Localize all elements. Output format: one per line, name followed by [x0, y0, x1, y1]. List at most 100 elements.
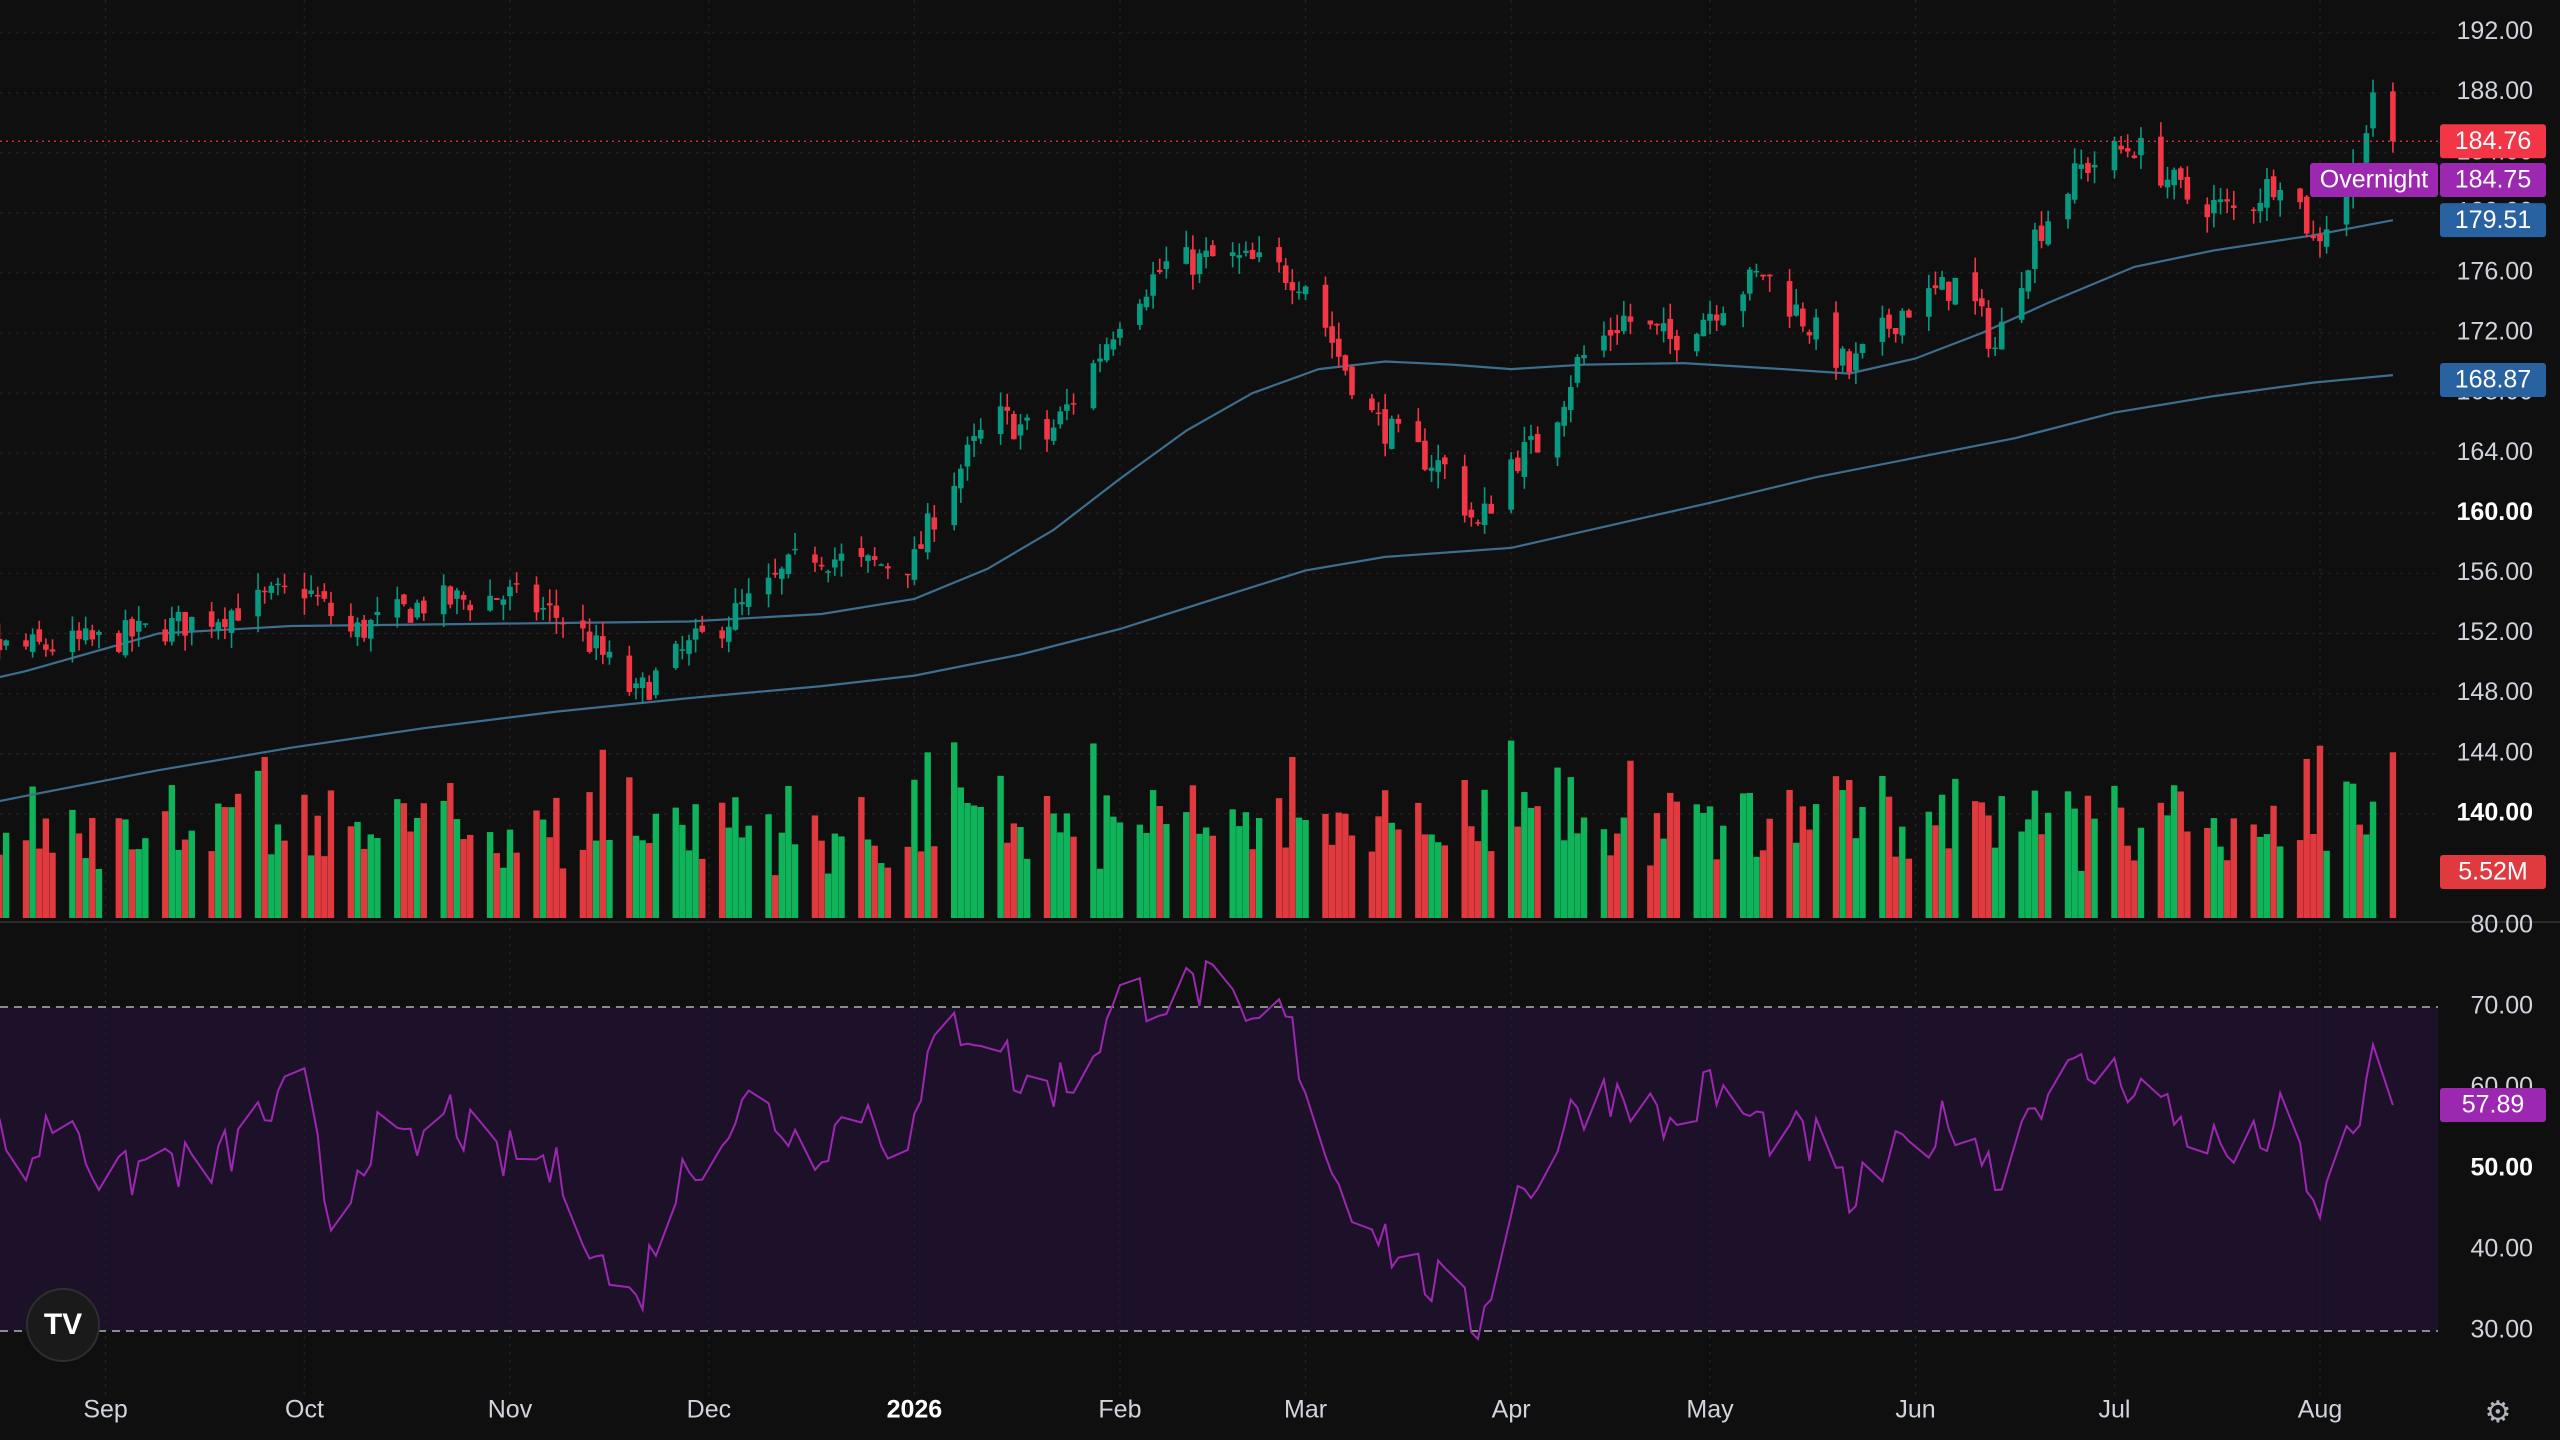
candle [2177, 166, 2184, 189]
candle [96, 630, 102, 649]
candle-body [1329, 326, 1335, 343]
volume-bar [738, 837, 746, 918]
volume-bar [1985, 815, 1992, 918]
candle [858, 536, 865, 567]
candle-body [672, 643, 679, 668]
candle-body [1879, 317, 1886, 342]
volume-bar [785, 785, 792, 918]
candle [1554, 421, 1561, 466]
candle-body [918, 544, 924, 549]
time-axis-label: Jun [1895, 1396, 1935, 1424]
candle [1786, 269, 1793, 328]
candle [1282, 258, 1289, 291]
candle-body [500, 599, 507, 605]
candle [745, 578, 752, 616]
volume-bar [1149, 790, 1157, 918]
candle-body [255, 589, 261, 617]
volume-bar [917, 851, 925, 918]
candle-body [2085, 162, 2091, 174]
price-tag: 168.87 [2440, 363, 2546, 398]
overnight-label-tag-bg [2310, 163, 2438, 197]
candle-body [911, 549, 918, 580]
volume-bar [1096, 868, 1104, 918]
volume-bar [970, 805, 978, 918]
volume-bar [115, 818, 123, 918]
candle [1833, 301, 1839, 380]
candle-body [1276, 247, 1282, 263]
candle-body [1514, 457, 1521, 472]
candle [1839, 346, 1846, 372]
volume-bar [2204, 827, 2211, 918]
volume-bar [2064, 791, 2072, 918]
candle [553, 589, 560, 634]
candle-body [29, 634, 36, 652]
candle [1561, 400, 1567, 437]
candle [1057, 406, 1064, 429]
volume-bar [1428, 834, 1435, 918]
volume-bar [360, 848, 368, 918]
volume-bar [261, 756, 268, 918]
candle [2118, 136, 2124, 154]
volume-bar [2137, 827, 2145, 918]
gear-icon[interactable]: ⚙ [2484, 1395, 2512, 1430]
volume-bar [1441, 845, 1449, 918]
candle-body [924, 513, 931, 553]
volume-bar [997, 775, 1004, 918]
time-axis: Sep Oct Nov Dec 2026 Feb Mar Apr May Jun Jul Aug [83, 1396, 2342, 1424]
candle-body [1395, 418, 1402, 424]
tradingview-logo[interactable]: TV [26, 1288, 100, 1362]
candle-body [792, 548, 798, 551]
volume-bar [957, 787, 965, 918]
overnight-label-tag: Overnight [2310, 163, 2438, 197]
candle [275, 577, 281, 596]
volume-bar [327, 790, 335, 918]
volume-bar [29, 786, 36, 918]
candle-body [1833, 312, 1839, 368]
candle-body [639, 677, 646, 689]
candle [1375, 402, 1382, 426]
volume-bar [1885, 796, 1893, 918]
volume-bar [1295, 817, 1303, 918]
price-axis-label: 156.00 [2457, 558, 2533, 586]
candle-body [2257, 202, 2264, 212]
candle-body [1103, 344, 1110, 361]
candle [1322, 276, 1329, 337]
volume-bar [2349, 783, 2357, 918]
volume-bar [440, 800, 447, 918]
candle [0, 623, 3, 660]
candle-body [2230, 205, 2237, 208]
candle-body [533, 584, 540, 613]
volume-bar [1481, 789, 1488, 918]
volume-bar [1474, 841, 1482, 918]
rsi-tag-text: 57.89 [2462, 1091, 2525, 1119]
candle-body [739, 602, 745, 605]
candle-body [653, 670, 659, 696]
volume-bar [1998, 796, 2005, 918]
candle [1044, 410, 1050, 452]
candle [1939, 270, 1945, 291]
candle [407, 607, 414, 623]
volume-bar [652, 813, 660, 918]
volume-bar [2217, 846, 2224, 918]
candle-body [580, 620, 586, 629]
volume-bar [1415, 802, 1422, 918]
candle-body [732, 603, 739, 630]
candle-body [1388, 418, 1395, 449]
volume-bar [1647, 865, 1654, 918]
candle [1442, 454, 1448, 480]
candle [1289, 269, 1296, 305]
candle [129, 616, 135, 652]
volume-bar [1534, 806, 1541, 918]
candle [1700, 313, 1707, 337]
candle-body [1693, 334, 1700, 352]
candle [1183, 230, 1190, 265]
volume-bar [1328, 844, 1336, 918]
candle-body [82, 628, 89, 641]
volume-bar [0, 854, 3, 918]
volume-bar [1209, 835, 1216, 918]
volume-bar [2, 832, 10, 918]
candle-body [1853, 353, 1859, 371]
candle-body [2124, 148, 2131, 152]
